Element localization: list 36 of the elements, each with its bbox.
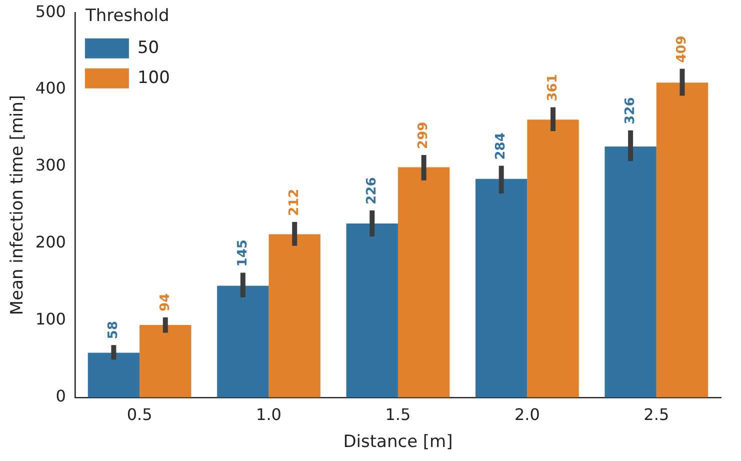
- x-tick-label: 2.5: [644, 405, 670, 424]
- bar: [527, 120, 579, 398]
- x-tick-label: 2.0: [514, 405, 540, 424]
- data-label: 361: [545, 74, 560, 102]
- y-tick-label: 200: [35, 232, 66, 252]
- bar: [656, 82, 708, 398]
- data-label: 94: [158, 293, 173, 312]
- bar: [217, 286, 269, 398]
- data-label: 145: [235, 240, 250, 267]
- y-tick-label: 100: [35, 310, 66, 329]
- data-label: 326: [622, 97, 638, 124]
- y-axis-title: Mean infection time [min]: [8, 94, 28, 316]
- bar: [268, 234, 320, 398]
- bar: [88, 352, 140, 398]
- y-tick-label: 0: [56, 386, 66, 406]
- legend-label: 50: [137, 38, 160, 58]
- data-label: 226: [364, 177, 380, 204]
- x-tick-label: 0.5: [126, 405, 152, 424]
- bar: [346, 223, 398, 398]
- legend-title: Threshold: [84, 6, 170, 26]
- y-tick-label: 400: [35, 78, 66, 98]
- y-tick-label: 500: [35, 2, 66, 21]
- data-label: 284: [494, 132, 509, 160]
- legend-label: 100: [137, 68, 170, 88]
- data-label: 409: [674, 36, 690, 63]
- bar: [398, 167, 450, 398]
- x-axis-title: Distance [m]: [343, 432, 453, 452]
- bar: [604, 146, 656, 398]
- data-label: 58: [106, 320, 122, 340]
- y-tick-label: 300: [35, 156, 66, 175]
- data-label: 299: [416, 122, 432, 149]
- data-label: 212: [286, 188, 302, 216]
- bar: [475, 178, 528, 398]
- x-tick-label: 1.0: [256, 405, 282, 424]
- bar: [140, 325, 192, 398]
- x-tick-label: 1.5: [385, 405, 411, 424]
